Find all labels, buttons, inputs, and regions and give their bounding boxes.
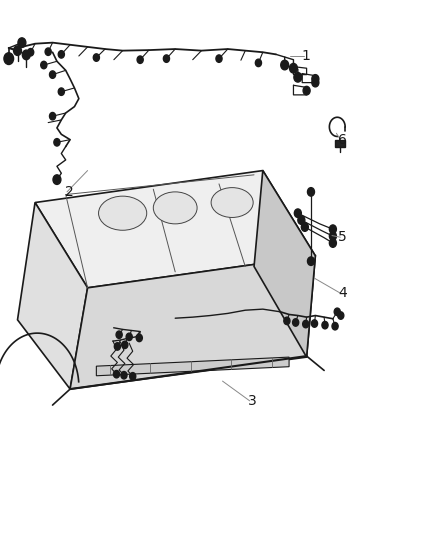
Circle shape <box>4 53 14 64</box>
Polygon shape <box>18 203 88 389</box>
Circle shape <box>311 320 318 327</box>
Circle shape <box>126 333 132 341</box>
Bar <box>335 140 345 147</box>
Circle shape <box>49 112 56 120</box>
Circle shape <box>49 71 56 78</box>
Circle shape <box>303 320 309 328</box>
Circle shape <box>294 209 301 217</box>
Polygon shape <box>254 171 315 357</box>
Circle shape <box>53 175 61 184</box>
Text: 4: 4 <box>338 286 347 300</box>
Circle shape <box>329 232 336 240</box>
Circle shape <box>136 334 142 342</box>
Circle shape <box>284 317 290 325</box>
Polygon shape <box>96 357 289 376</box>
Polygon shape <box>35 171 315 288</box>
Circle shape <box>301 223 308 231</box>
Text: 2: 2 <box>65 185 74 199</box>
Circle shape <box>307 188 314 196</box>
Circle shape <box>290 63 297 73</box>
Polygon shape <box>70 256 315 389</box>
Ellipse shape <box>211 188 253 217</box>
Text: 6: 6 <box>338 133 347 147</box>
Circle shape <box>255 59 261 67</box>
Circle shape <box>14 46 21 55</box>
Circle shape <box>303 86 310 95</box>
Circle shape <box>121 372 127 379</box>
Circle shape <box>137 56 143 63</box>
Circle shape <box>114 343 120 350</box>
Circle shape <box>93 54 99 61</box>
Text: 5: 5 <box>338 230 347 244</box>
Circle shape <box>22 50 30 60</box>
Ellipse shape <box>153 192 197 224</box>
Circle shape <box>116 331 122 338</box>
Circle shape <box>18 38 26 47</box>
Circle shape <box>298 216 305 224</box>
Circle shape <box>41 61 47 69</box>
Circle shape <box>329 239 336 247</box>
Text: 1: 1 <box>301 49 310 63</box>
Ellipse shape <box>99 196 147 230</box>
Circle shape <box>58 88 64 95</box>
Circle shape <box>122 341 128 349</box>
Circle shape <box>334 308 340 316</box>
Text: 3: 3 <box>247 394 256 408</box>
Circle shape <box>329 225 336 233</box>
Circle shape <box>216 55 222 62</box>
Circle shape <box>163 55 170 62</box>
Circle shape <box>332 322 338 330</box>
Circle shape <box>294 72 302 82</box>
Circle shape <box>45 48 51 55</box>
Circle shape <box>338 312 344 319</box>
Circle shape <box>28 49 34 56</box>
Circle shape <box>130 373 136 380</box>
Circle shape <box>307 257 314 265</box>
Circle shape <box>312 75 319 83</box>
Circle shape <box>281 60 289 70</box>
Circle shape <box>113 370 120 378</box>
Circle shape <box>54 139 60 146</box>
Circle shape <box>293 319 299 326</box>
Circle shape <box>58 51 64 58</box>
Circle shape <box>322 321 328 329</box>
Circle shape <box>312 78 319 87</box>
